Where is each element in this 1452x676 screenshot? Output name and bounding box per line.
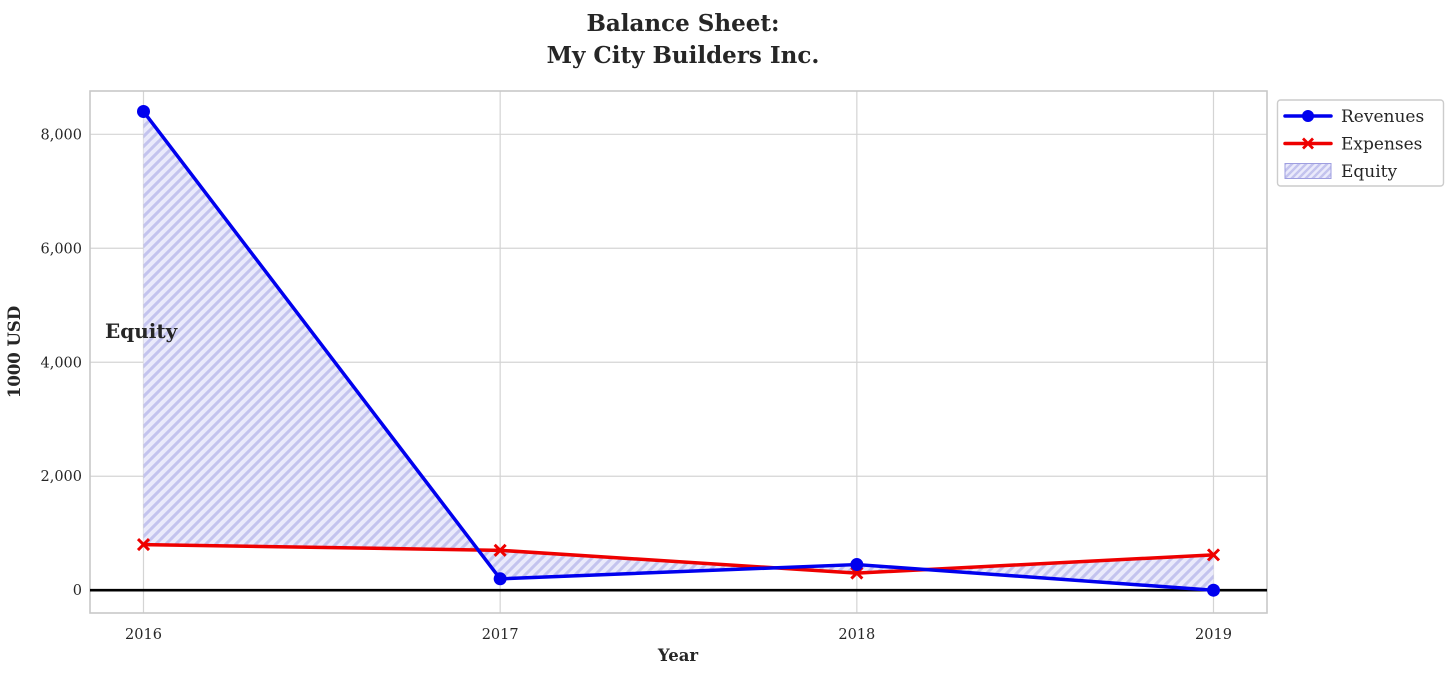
legend-expenses-marker-sample	[1302, 137, 1314, 150]
legend-item-label: Expenses	[1341, 135, 1422, 155]
x-tick-label: 2018	[838, 627, 875, 643]
x-tick-label: 2017	[482, 627, 519, 643]
expenses-marker	[493, 543, 507, 557]
equity-fill-area	[143, 111, 1214, 591]
expenses-marker	[136, 538, 151, 552]
legend-item-revenues: Revenues	[1283, 107, 1424, 127]
plot-area: 0 2,000 4,000 6,000 8,000 2016 2017 2018 2019	[40, 90, 1268, 643]
revenues-marker	[1207, 583, 1220, 597]
y-tick-label: 4,000	[40, 355, 82, 371]
plot-border	[89, 90, 1268, 614]
y-tick-label: 2,000	[40, 469, 82, 485]
expenses-line	[141, 542, 1216, 575]
revenues-marker	[493, 572, 507, 586]
legend-revenues-marker-sample	[1302, 110, 1314, 122]
x-axis-label: Year	[657, 646, 699, 665]
legend: Revenues Expenses Equity	[1276, 99, 1445, 187]
legend-item-equity: Equity	[1284, 162, 1398, 182]
y-axis-label: 1000 USD	[5, 306, 24, 398]
legend-item-expenses: Expenses	[1283, 135, 1422, 155]
revenues-marker	[850, 558, 864, 572]
x-tick-label: 2019	[1195, 627, 1232, 643]
legend-equity-patch-sample	[1284, 163, 1332, 179]
revenues-line	[141, 109, 1216, 592]
legend-item-label: Equity	[1341, 162, 1398, 182]
legend-item-label: Revenues	[1341, 107, 1424, 127]
chart-title-line1: Balance Sheet:	[586, 10, 779, 37]
expenses-marker	[1206, 548, 1221, 562]
y-tick-label: 6,000	[40, 241, 82, 257]
x-tick-label: 2016	[125, 627, 162, 643]
y-tick-label: 8,000	[40, 127, 82, 143]
revenues-marker	[137, 105, 150, 119]
equity-annotation: Equity	[105, 319, 179, 343]
chart-title-line2: My City Builders Inc.	[547, 42, 820, 69]
y-tick-label: 0	[73, 583, 82, 599]
